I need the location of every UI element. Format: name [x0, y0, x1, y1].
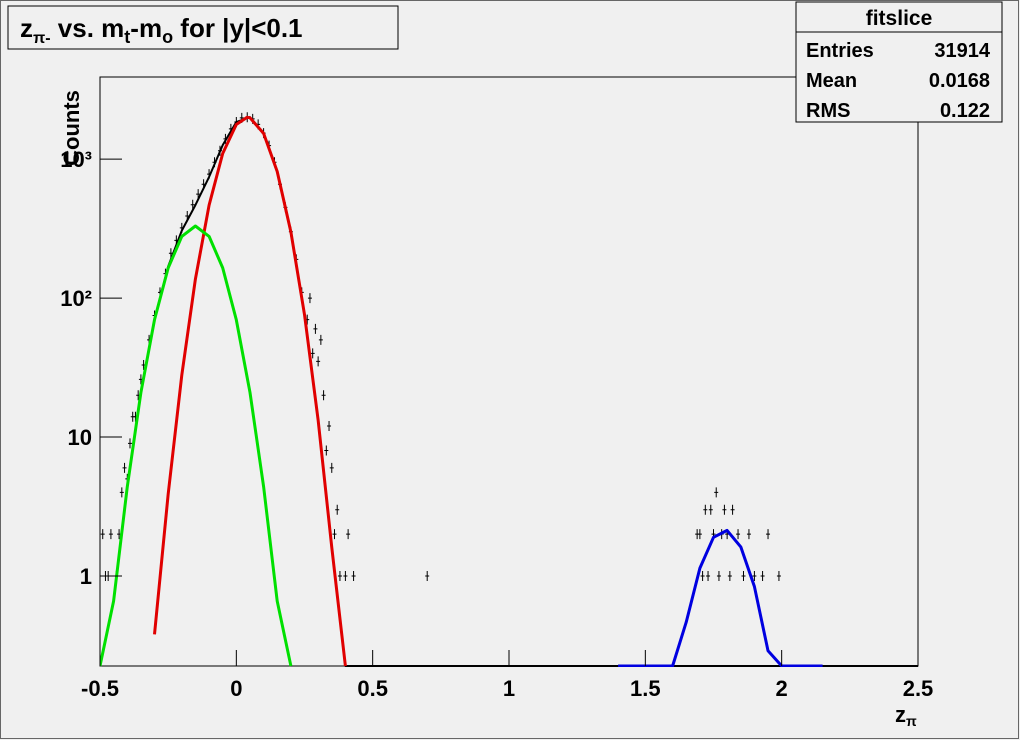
title-part: for |y|<0.1 [173, 13, 302, 43]
x-tick-label: 0 [230, 676, 242, 701]
data-point [703, 504, 708, 515]
stats-value: 31914 [934, 40, 990, 62]
title-part: z [20, 13, 33, 43]
data-point [346, 529, 351, 540]
data-point [760, 570, 765, 581]
data-point [321, 390, 326, 401]
data-point [776, 570, 781, 581]
data-point [752, 570, 757, 581]
stats-value: 0.0168 [929, 70, 990, 92]
title-box [7, 5, 399, 50]
stats-title: fitslice [866, 7, 933, 30]
chart-title: zπ- vs. mt-mo for |y|<0.1 [20, 13, 303, 47]
x-tick-label: 2 [776, 676, 788, 701]
data-point [310, 348, 315, 359]
stats-value: 0.122 [940, 100, 990, 122]
title-sub: o [162, 27, 173, 47]
data-point [337, 570, 342, 581]
x-label-sub: π [906, 713, 917, 729]
data-point [700, 570, 705, 581]
data-point [332, 529, 337, 540]
data-point [730, 504, 735, 515]
y-tick-label: 10 [68, 425, 92, 450]
x-tick-label: -0.5 [81, 676, 119, 701]
data-point [108, 529, 113, 540]
data-point [324, 445, 329, 456]
stats-box [795, 1, 1003, 123]
data-point [122, 462, 127, 473]
data-point [716, 570, 721, 581]
x-axis-label: zπ [895, 702, 917, 729]
data-point [307, 293, 312, 304]
data-point [722, 504, 727, 515]
data-point [335, 504, 340, 515]
fit-curve [153, 115, 347, 667]
title-part: -m [130, 13, 162, 43]
y-axis-label: Counts [59, 90, 84, 166]
data-point [329, 462, 334, 473]
data-point [119, 487, 124, 498]
stats-label: Mean [806, 70, 857, 92]
data-point [327, 421, 332, 432]
data-point [741, 570, 746, 581]
data-point [727, 570, 732, 581]
data-point [343, 570, 348, 581]
data-point [736, 529, 741, 540]
plot-area [100, 112, 918, 667]
data-point [708, 504, 713, 515]
title-sub: π- [33, 30, 51, 47]
x-tick-label: 1 [503, 676, 515, 701]
data-point [706, 570, 711, 581]
data-point [746, 529, 751, 540]
x-tick-label: 0.5 [357, 676, 388, 701]
data-point [766, 529, 771, 540]
data-point [316, 356, 321, 367]
y-tick-label: 10³ [60, 147, 92, 172]
fit-curve [618, 528, 823, 667]
stats-label: Entries [806, 40, 874, 62]
x-tick-label: 1.5 [630, 676, 661, 701]
y-tick-label: 10² [60, 286, 92, 311]
data-point [697, 529, 702, 540]
fit-curve [100, 224, 293, 667]
title-part: vs. m [51, 13, 125, 43]
stats-label: RMS [806, 100, 850, 122]
title-sub: t [124, 27, 130, 47]
data-point [318, 334, 323, 345]
data-point [100, 529, 105, 540]
x-label-part: z [895, 702, 906, 727]
data-point [127, 438, 132, 449]
data-point [351, 570, 356, 581]
data-point [425, 570, 430, 581]
data-point [714, 487, 719, 498]
data-point [313, 323, 318, 334]
x-tick-label: 2.5 [903, 676, 934, 701]
y-tick-label: 1 [80, 564, 92, 589]
